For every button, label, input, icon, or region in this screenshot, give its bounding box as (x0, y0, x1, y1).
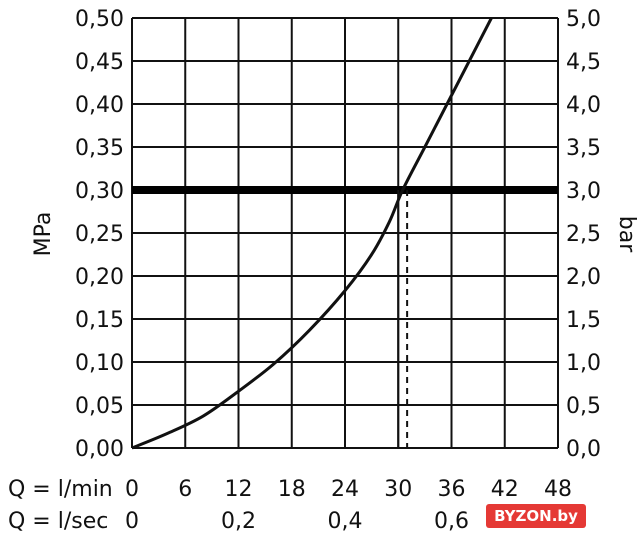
y-tick-label-right: 3,0 (566, 179, 601, 204)
reference-line-layer (132, 186, 558, 448)
watermark-logo: BYZON.by (486, 504, 586, 528)
y-tick-label-right: 0,5 (566, 394, 601, 419)
y-axis-title-right: bar (614, 216, 639, 253)
y-tick-label-right: 1,0 (566, 351, 601, 376)
y-tick-label-left: 0,15 (75, 308, 124, 333)
grid (131, 17, 559, 449)
x-tick-label: 48 (544, 477, 572, 502)
x-tick-label: 24 (331, 477, 359, 502)
y-tick-label-left: 0,10 (75, 351, 124, 376)
y-tick-label-right: 5,0 (566, 7, 601, 32)
x-secondary-axis-title: Q = l/sec (8, 509, 108, 534)
x-tick-label: 6 (178, 477, 192, 502)
y-tick-label-right: 4,0 (566, 93, 601, 118)
flow-curve (131, 17, 493, 450)
y-tick-label-right: 4,5 (566, 50, 601, 75)
x-tick-label: 12 (225, 477, 253, 502)
x-tick-label: 18 (278, 477, 306, 502)
y-tick-label-left: 0,50 (75, 7, 124, 32)
x-secondary-tick-label: 0,2 (221, 509, 256, 534)
x-secondary-tick-label: 0,4 (328, 509, 363, 534)
y-tick-label-right: 0,0 (566, 437, 601, 462)
x-tick-label: 36 (438, 477, 466, 502)
x-secondary-ticks: 0 0,2 0,4 0,6 (125, 509, 469, 534)
y-tick-label-left: 0,25 (75, 222, 124, 247)
y-tick-label-right: 2,0 (566, 265, 601, 290)
y-tick-label-right: 3,5 (566, 136, 601, 161)
x-secondary-tick-label: 0 (125, 509, 139, 534)
y-tick-label-left: 0,30 (75, 179, 124, 204)
x-axis-title: Q = l/min (8, 477, 113, 502)
y-tick-label-left: 0,35 (75, 136, 124, 161)
y-tick-label-right: 1,5 (566, 308, 601, 333)
y-tick-label-left: 0,40 (75, 93, 124, 118)
x-tick-label: 42 (491, 477, 519, 502)
curve-layer (131, 17, 493, 450)
x-tick-label: 0 (125, 477, 139, 502)
x-secondary-tick-label: 0,6 (434, 509, 469, 534)
y-ticks-left: 0,00 0,05 0,10 0,15 0,20 0,25 0,30 0,35 0,40 0,45… (75, 7, 124, 462)
y-tick-label-left: 0,05 (75, 394, 124, 419)
x-tick-label: 30 (384, 477, 412, 502)
y-axis-title-left: MPa (31, 212, 56, 257)
x-ticks: 0 6 12 18 24 30 36 42 48 (125, 477, 572, 502)
y-tick-label-left: 0,45 (75, 50, 124, 75)
y-tick-label-left: 0,20 (75, 265, 124, 290)
y-ticks-right: 0,0 0,5 1,0 1,5 2,0 2,5 3,0 3,5 4,0 4,5 5,0 (566, 7, 601, 462)
y-tick-label-right: 2,5 (566, 222, 601, 247)
y-tick-label-left: 0,00 (75, 437, 124, 462)
